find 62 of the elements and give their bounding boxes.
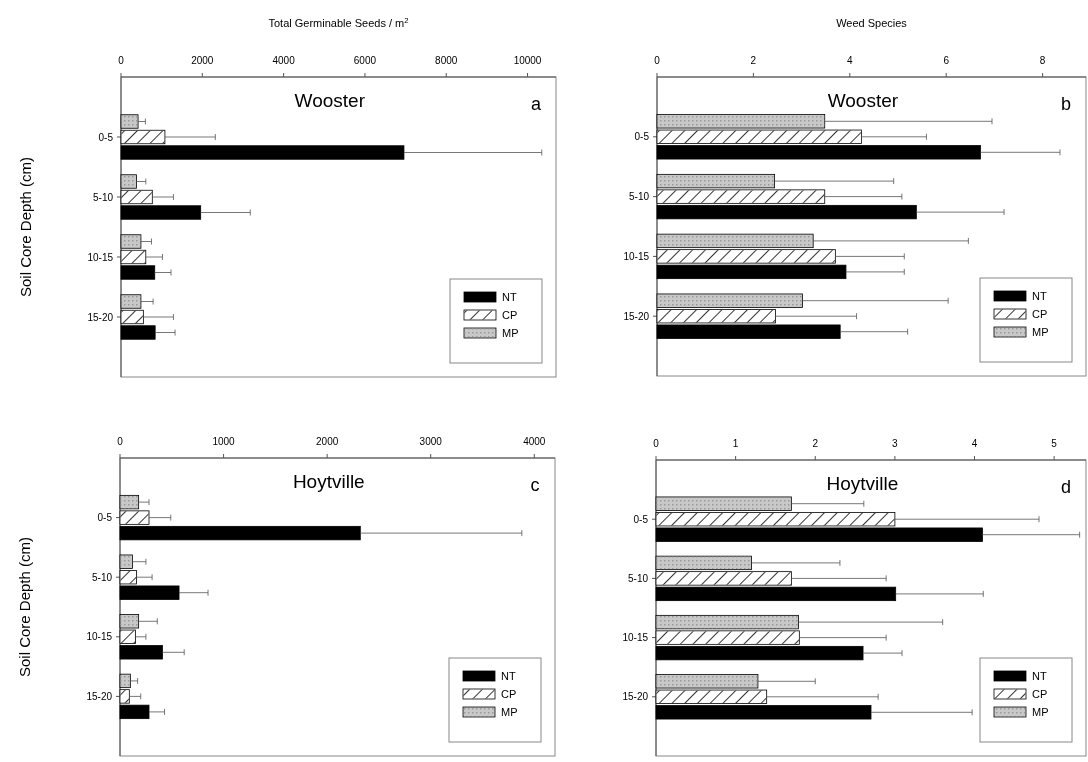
y-tick-label: 15-20 xyxy=(86,690,113,702)
x-tick-label: 0 xyxy=(654,55,661,66)
x-tick-label: 2 xyxy=(750,55,757,66)
legend-label: NT xyxy=(502,291,517,303)
y-tick-label: 5-10 xyxy=(91,571,113,583)
y-tick-label: 15-20 xyxy=(623,310,650,322)
y-tick-label: 15-20 xyxy=(622,691,649,703)
text: Wooster xyxy=(827,90,899,111)
y-tick-label: 0-5 xyxy=(98,131,114,143)
y-tick-label: 10-15 xyxy=(87,251,114,263)
y-tick-label: 15-20 xyxy=(87,311,114,323)
legend-label: MP xyxy=(502,327,519,339)
x-tick-label: 0 xyxy=(118,55,125,66)
legend-label: NT xyxy=(1032,290,1047,302)
x-tick-label: 6000 xyxy=(353,55,377,66)
y-tick-label: 10-15 xyxy=(622,632,649,644)
x-tick-label: 2000 xyxy=(191,55,214,66)
y-axis-title: Soil Core Depth (cm) xyxy=(16,536,33,678)
legend-label: NT xyxy=(1032,670,1047,682)
y-tick-label: 5-10 xyxy=(92,191,114,203)
legend-label: CP xyxy=(501,688,517,700)
x-tick-label: 1 xyxy=(732,438,739,449)
x-tick-label: 0 xyxy=(117,436,124,447)
annotation: c xyxy=(530,475,540,495)
x-tick-label: 1000 xyxy=(212,436,236,447)
y-tick-label: 10-15 xyxy=(86,631,113,643)
text: Hoytville xyxy=(826,473,899,494)
y-tick-label: 10-15 xyxy=(623,250,650,262)
x-tick-label: 8 xyxy=(1039,55,1046,66)
x-tick-label: 3000 xyxy=(419,436,443,447)
x-tick-label: 3 xyxy=(892,438,899,449)
x-tick-label: 4000 xyxy=(272,55,296,66)
legend-label: CP xyxy=(1032,688,1048,700)
x-tick-label: 2000 xyxy=(316,436,339,447)
x-tick-label: 4 xyxy=(971,438,978,449)
x-tick-label: 4 xyxy=(847,55,854,66)
x-tick-label: 4000 xyxy=(523,436,546,447)
x-tick-label: 5 xyxy=(1051,438,1058,449)
y-tick-label: 0-5 xyxy=(634,131,650,143)
legend-label: NT xyxy=(501,670,516,682)
x-axis-title: Weed Species xyxy=(836,17,908,29)
annotation: d xyxy=(1060,477,1072,497)
y-tick-label: 5-10 xyxy=(628,191,650,203)
legend-label: MP xyxy=(1032,706,1049,718)
legend-label: MP xyxy=(1032,326,1049,338)
legend-label: CP xyxy=(1032,308,1048,320)
text: Hoytville xyxy=(292,471,365,492)
annotation: a xyxy=(530,94,542,114)
text: Wooster xyxy=(294,90,366,111)
legend-label: MP xyxy=(501,706,518,718)
y-tick-label: 0-5 xyxy=(97,512,113,524)
y-axis-title: Soil Core Depth (cm) xyxy=(17,156,34,298)
x-axis-title: Total Germinable Seeds / m$^{2}$ xyxy=(268,15,409,29)
legend-label: CP xyxy=(502,309,518,321)
annotation: b xyxy=(1060,94,1072,114)
x-tick-label: 0 xyxy=(653,438,660,449)
y-tick-label: 5-10 xyxy=(627,572,649,584)
x-tick-label: 10000 xyxy=(513,55,542,66)
x-tick-label: 2 xyxy=(812,438,819,449)
x-tick-label: 8000 xyxy=(435,55,458,66)
y-tick-label: 0-5 xyxy=(633,513,649,525)
x-tick-label: 6 xyxy=(943,55,950,66)
